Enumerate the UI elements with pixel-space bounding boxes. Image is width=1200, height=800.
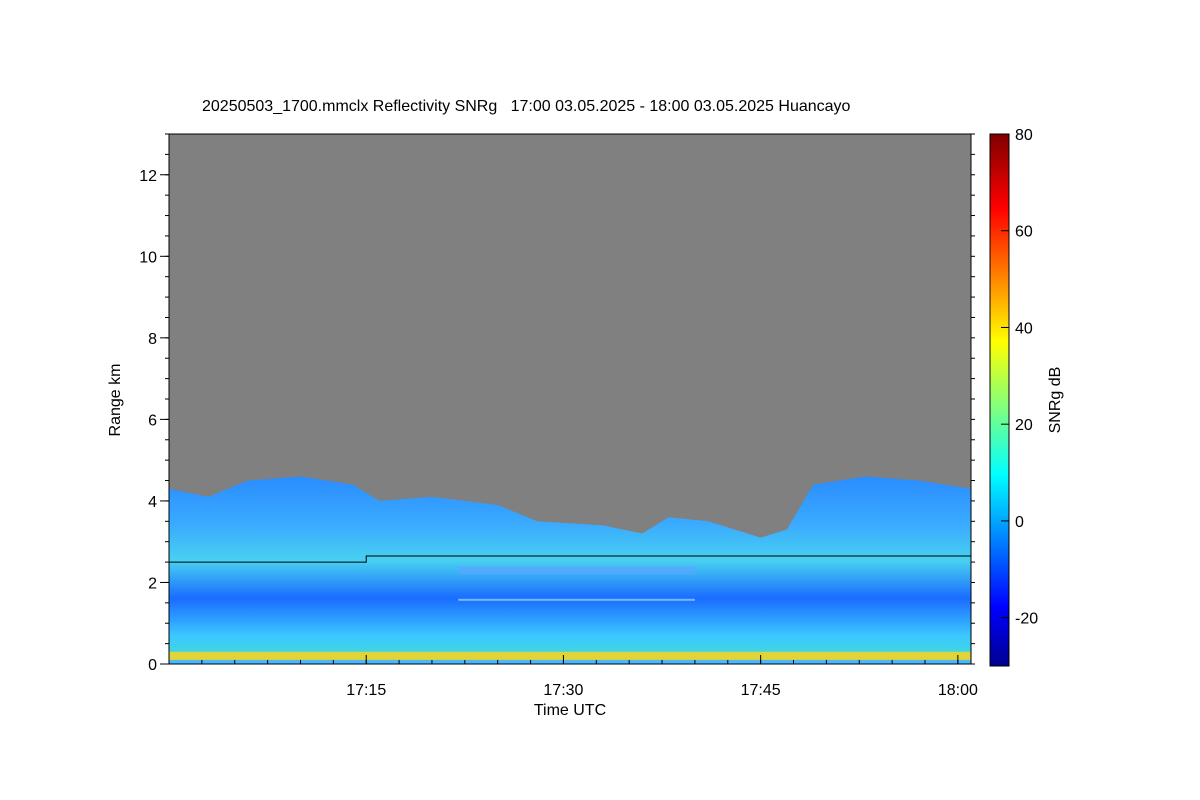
echo-band xyxy=(458,598,695,601)
surface-floor xyxy=(169,659,971,664)
y-tick-label: 4 xyxy=(148,494,157,511)
colorbar-tick-label: 60 xyxy=(1015,224,1033,241)
surface-echo-band xyxy=(169,651,971,660)
x-tick-label: 18:00 xyxy=(938,682,978,699)
layer-boundary-line xyxy=(169,555,971,563)
y-tick-label: 12 xyxy=(139,168,157,185)
colorbar-tick-label: -20 xyxy=(1015,611,1038,628)
x-tick-label: 17:15 xyxy=(346,682,386,699)
x-axis-label: Time UTC xyxy=(534,702,606,719)
colorbar-label: SNRg dB xyxy=(1047,367,1064,434)
y-tick-label: 10 xyxy=(139,249,157,266)
y-tick-label: 8 xyxy=(148,331,157,348)
y-axis: 0 2 4 6 8 10 12 xyxy=(139,133,975,674)
chart-title: 20250503_1700.mmclx Reflectivity SNRg 17… xyxy=(202,98,851,115)
y-tick-label: 2 xyxy=(148,575,157,592)
colorbar-tick-label: 80 xyxy=(1015,127,1033,144)
y-axis-label: Range km xyxy=(107,364,124,437)
x-axis: 17:15 17:30 17:45 18:00 xyxy=(168,655,978,699)
x-tick-label: 17:30 xyxy=(543,682,583,699)
echo-band xyxy=(458,566,695,575)
colorbar xyxy=(989,133,1010,667)
colorbar-axis: -20 0 20 40 60 80 xyxy=(1001,127,1038,628)
y-tick-label: 0 xyxy=(148,657,157,674)
colorbar-tick-label: 40 xyxy=(1015,320,1033,337)
x-tick-label: 17:45 xyxy=(741,682,781,699)
colorbar-tick-label: 20 xyxy=(1015,417,1033,434)
colorbar-tick-label: 0 xyxy=(1015,514,1024,531)
y-tick-label: 6 xyxy=(148,412,157,429)
